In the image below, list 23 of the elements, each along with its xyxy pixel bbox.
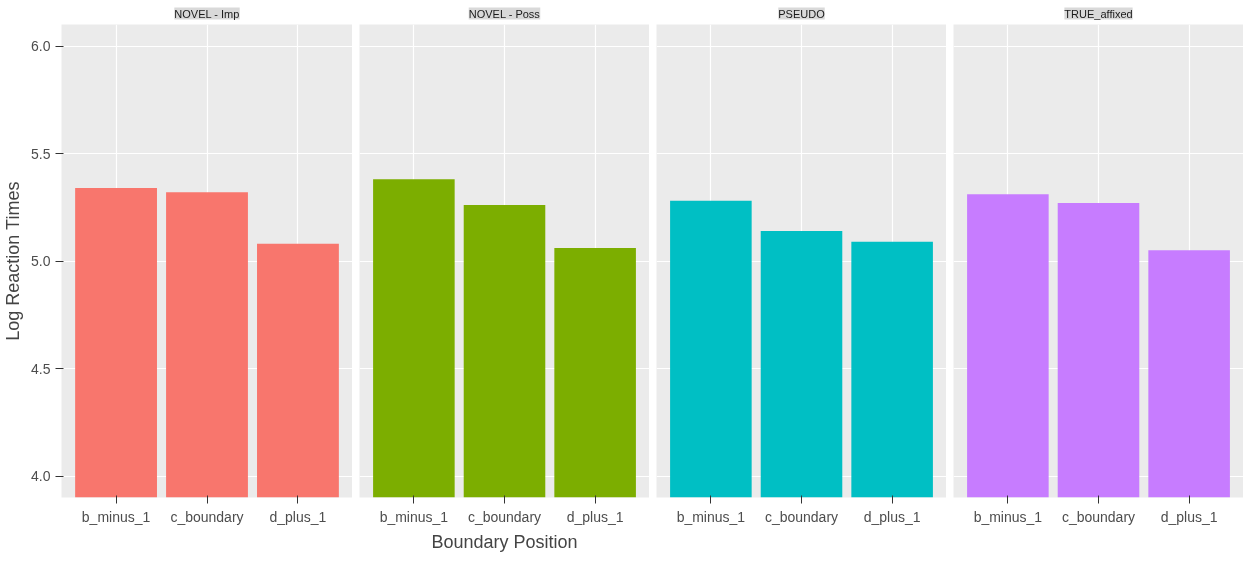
chart-title: TRUE_affixed	[1064, 7, 1133, 20]
x-tick-label: c_boundary	[1061, 508, 1136, 525]
x-tick-label: d_plus_1	[566, 508, 624, 525]
y-tick-label: 4.5	[31, 360, 51, 377]
y-tick-label: 4.0	[31, 468, 51, 484]
x-tick-label: d_plus_1	[1160, 508, 1218, 525]
y-tick-label: 5.5	[31, 145, 51, 162]
y-tick-label: 6.0	[31, 38, 51, 54]
x-tick-label: b_minus_1	[973, 508, 1043, 525]
chart-title: NOVEL - Poss	[468, 7, 541, 20]
x-tick-label: c_boundary	[170, 508, 244, 525]
chart-title: PSEUDO	[778, 7, 826, 20]
y-axis-title: Log Reaction Times	[3, 181, 24, 341]
chart-title: NOVEL - Imp	[174, 7, 240, 20]
x-tick-label: b_minus_1	[379, 508, 449, 525]
x-tick-label: c_boundary	[467, 508, 542, 525]
x-tick-label: b_minus_1	[81, 508, 151, 525]
y-tick-label: 5.0	[31, 253, 51, 269]
x-tick-label: d_plus_1	[863, 508, 921, 525]
x-axis-title: Boundary Position	[431, 531, 578, 552]
x-tick-label: c_boundary	[764, 508, 839, 525]
x-tick-label: b_minus_1	[676, 508, 746, 525]
x-tick-label: d_plus_1	[269, 508, 327, 525]
